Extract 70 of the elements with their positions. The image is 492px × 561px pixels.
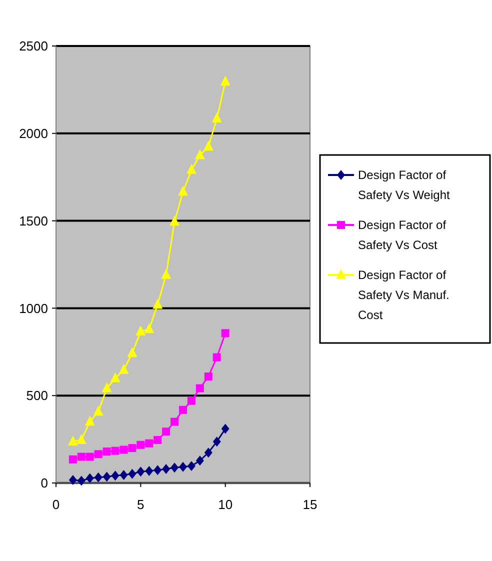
x-tick-label: 10 (218, 497, 233, 512)
point (102, 472, 111, 482)
point (154, 465, 162, 476)
y-tick-label: 0 (40, 476, 48, 491)
point (77, 452, 86, 461)
point (170, 216, 180, 226)
point (170, 418, 179, 426)
point (179, 406, 187, 414)
point (136, 466, 145, 477)
point (204, 448, 212, 458)
point (194, 149, 205, 160)
point (179, 462, 187, 472)
point (128, 444, 136, 452)
point (93, 406, 104, 416)
y-tick-label: 2500 (19, 38, 48, 54)
point (196, 384, 204, 392)
point (111, 446, 120, 455)
x-tick-label: 0 (52, 497, 60, 512)
point (76, 434, 86, 444)
point (187, 396, 196, 405)
point (68, 436, 78, 446)
point (136, 325, 146, 336)
y-tick-label: 2000 (19, 126, 48, 141)
x-tick-label: 5 (137, 497, 144, 512)
point (120, 470, 128, 480)
point (186, 164, 196, 174)
point (152, 298, 163, 309)
point (102, 382, 112, 392)
y-tick-label: 500 (26, 388, 48, 404)
point (221, 424, 230, 434)
y-tick-label: 1000 (19, 300, 48, 316)
point (110, 372, 120, 382)
y-tick-label: 1500 (19, 213, 48, 228)
point (77, 476, 86, 486)
point (212, 436, 221, 447)
point (84, 416, 95, 426)
x-tick-label: 15 (302, 497, 318, 512)
legend-label: Design Factor of Safety Vs Manuf. Cost (358, 268, 450, 322)
point (178, 186, 188, 196)
point (86, 473, 94, 484)
point (68, 455, 77, 464)
point (128, 468, 136, 479)
point (161, 268, 172, 279)
point (144, 323, 154, 334)
point (86, 452, 94, 461)
point (170, 462, 179, 473)
point (136, 440, 145, 449)
point (68, 475, 77, 486)
point (154, 436, 162, 444)
point (162, 464, 170, 474)
point (204, 372, 212, 381)
point (111, 470, 120, 481)
point (145, 439, 154, 448)
point (162, 428, 170, 436)
point (187, 461, 196, 472)
legend-label: Design Factor of Safety Vs Cost (358, 218, 447, 252)
point (196, 456, 204, 466)
point (127, 347, 138, 358)
point (145, 466, 154, 476)
point (212, 353, 221, 362)
point (94, 450, 102, 458)
point (118, 364, 129, 374)
point (120, 446, 128, 454)
point (212, 112, 222, 122)
point (102, 448, 111, 456)
legend-label: Design Factor of Safety Vs Weight (358, 168, 450, 202)
point (94, 472, 102, 482)
point (220, 76, 230, 86)
point (221, 329, 230, 338)
point (203, 140, 214, 151)
